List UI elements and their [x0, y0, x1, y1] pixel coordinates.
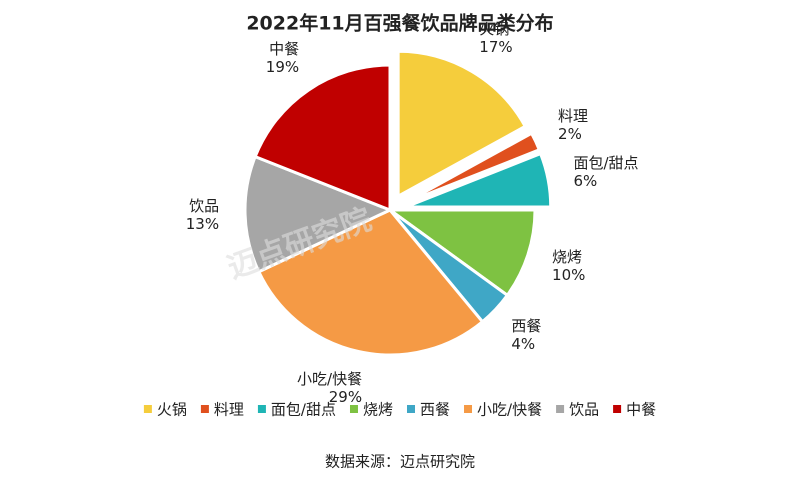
legend: 火锅 料理 面包/甜点 烧烤 西餐 小吃/快餐 饮品 中餐: [143, 401, 656, 419]
source-note: 数据来源：迈点研究院: [325, 453, 475, 471]
slice-label: 面包/甜点: [573, 154, 638, 172]
legend-swatch: [200, 405, 209, 413]
slice-label: 西餐: [511, 317, 541, 335]
legend-label: 火锅: [157, 401, 187, 419]
slice-label: 小吃/快餐: [297, 370, 362, 388]
legend-label: 西餐: [420, 401, 450, 419]
slice-value-label: 2%: [558, 125, 582, 143]
slice-value-label: 4%: [511, 335, 535, 353]
pie-slice: [385, 208, 537, 298]
pie-slice: [396, 49, 528, 199]
legend-swatch: [613, 405, 622, 413]
slice-label: 火锅: [479, 20, 509, 38]
pie-slice: [405, 151, 553, 209]
pie-slice: [403, 131, 542, 205]
legend-label: 料理: [214, 401, 244, 419]
legend-label: 小吃/快餐: [477, 401, 542, 419]
legend-label: 烧烤: [363, 401, 393, 419]
legend-label: 面包/甜点: [271, 401, 336, 419]
legend-swatch: [556, 405, 565, 413]
slice-label: 烧烤: [552, 248, 582, 266]
slice-label: 中餐: [269, 40, 299, 58]
legend-swatch: [349, 405, 358, 413]
legend-label: 饮品: [569, 401, 599, 419]
legend-swatch: [464, 405, 473, 413]
slice-value-label: 6%: [573, 172, 597, 190]
slice-value-label: 10%: [552, 266, 585, 284]
legend-swatch: [407, 405, 415, 413]
legend-label: 中餐: [626, 401, 656, 419]
slice-value-label: 29%: [329, 388, 362, 406]
legend-swatch: [143, 405, 152, 413]
pie-slice: [253, 63, 392, 213]
slice-value-label: 13%: [186, 215, 219, 233]
slice-value-label: 19%: [266, 58, 299, 76]
pie-slice: [243, 154, 394, 274]
slice-label: 饮品: [189, 197, 219, 215]
slice-value-label: 17%: [479, 38, 512, 56]
chart-title: 2022年11月百强餐饮品牌品类分布: [246, 12, 553, 35]
legend-swatch: [257, 405, 266, 413]
slice-label: 料理: [558, 107, 588, 125]
